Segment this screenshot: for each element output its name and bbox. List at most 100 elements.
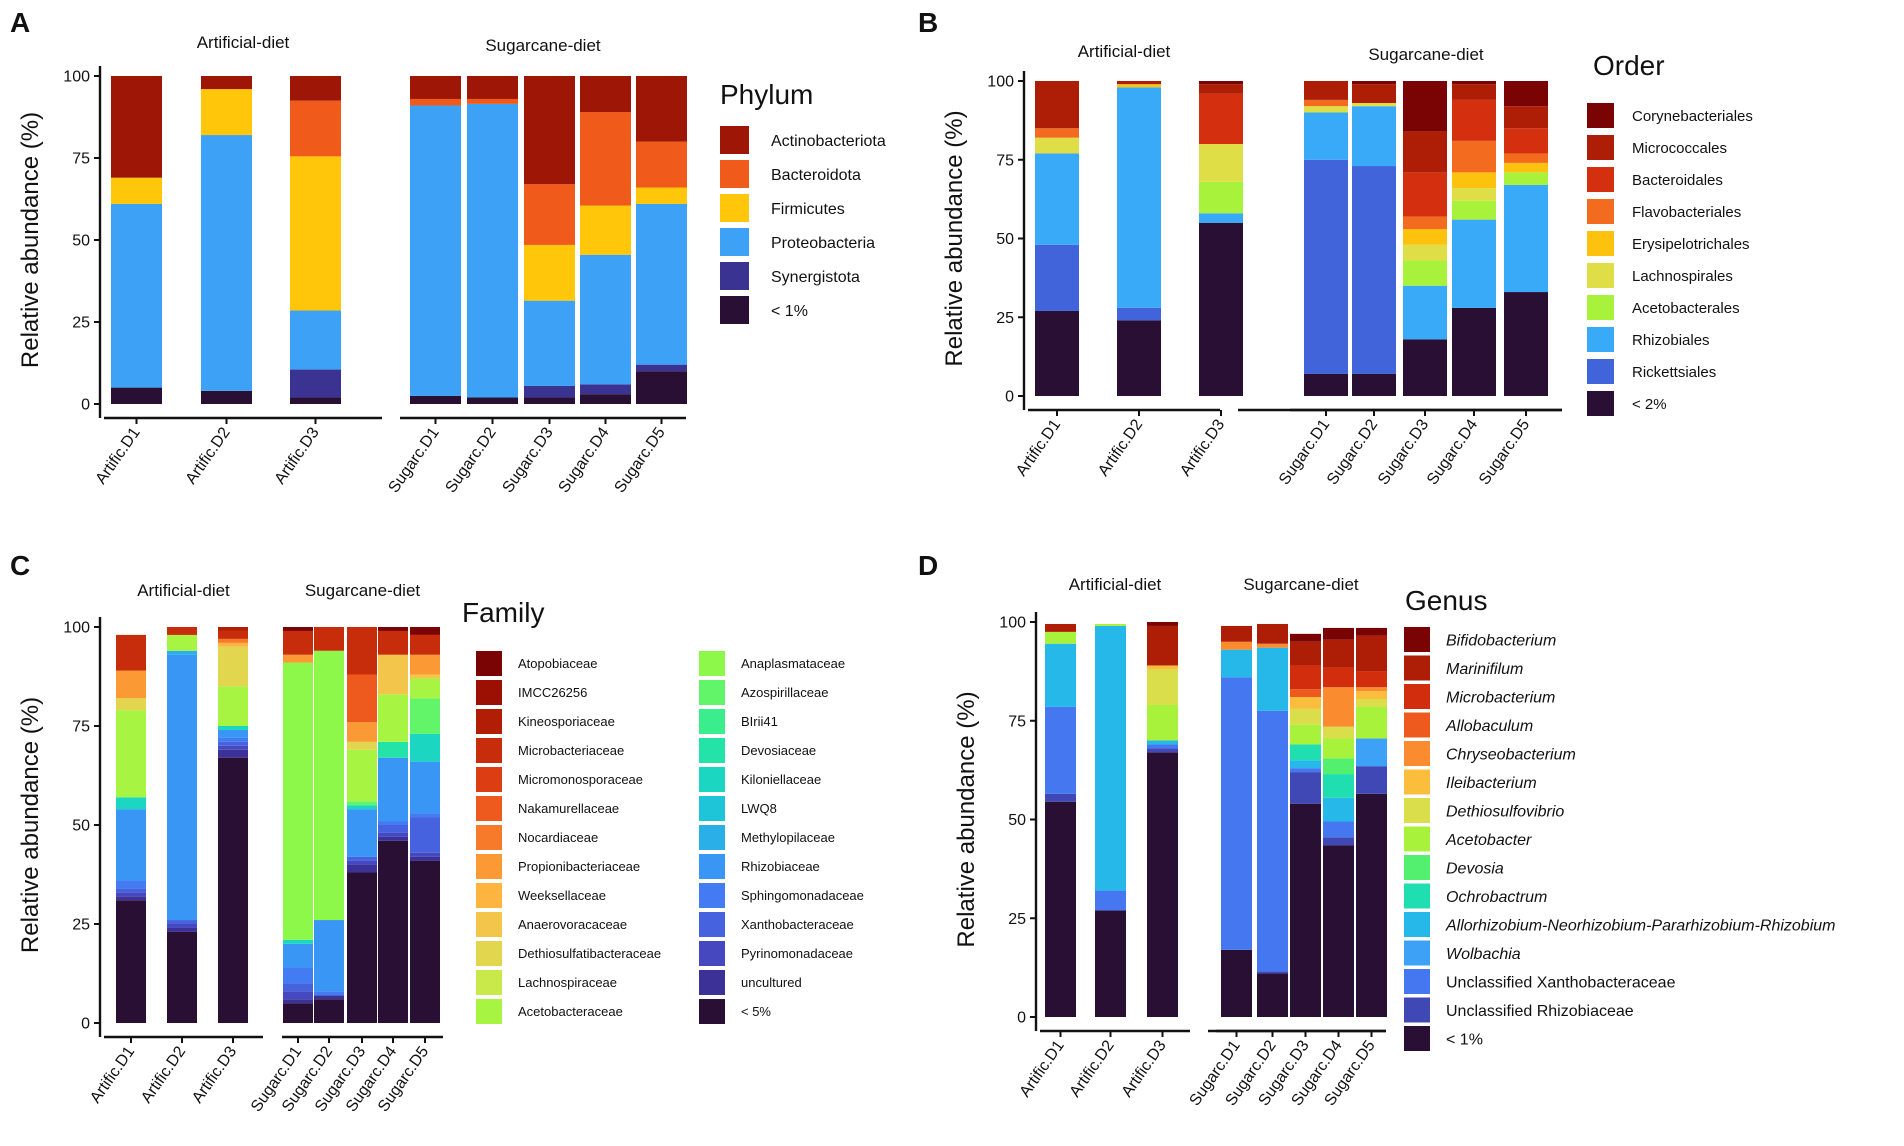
legend-swatch (720, 262, 749, 290)
legend-swatch (1404, 997, 1430, 1023)
bar-segment (636, 187, 687, 204)
x-tick-label: Sugarc.D4 (555, 424, 612, 496)
bar-segment (201, 135, 252, 391)
x-tick-label: Sugarc.D2 (442, 424, 499, 496)
bar-segment (283, 943, 313, 968)
bar-segment (1403, 244, 1447, 261)
x-tick-label: Sugarc.D4 (1424, 416, 1481, 488)
y-tick-label: 75 (996, 152, 1014, 169)
bar-segment (1095, 625, 1126, 891)
bar-segment (314, 627, 344, 651)
legend-label: Lachnospirales (1632, 268, 1733, 285)
bar-segment (1452, 140, 1496, 173)
group-title: Sugarcane-diet (305, 581, 421, 600)
bar-segment (410, 698, 440, 734)
bar-segment (1452, 307, 1496, 396)
legend-swatch (476, 651, 502, 676)
legend-swatch (699, 912, 725, 937)
legend-label: Anaplasmataceae (741, 656, 845, 671)
bar-segment (201, 76, 252, 90)
x-tick-label: Artific.D3 (1177, 416, 1228, 479)
legend-label: Acetobacteraceae (518, 1004, 623, 1019)
bar-segment (1304, 159, 1348, 374)
bar-segment (314, 650, 344, 921)
bar-segment (1352, 84, 1396, 104)
bar-segment (1199, 81, 1243, 85)
bar-segment (201, 89, 252, 136)
bar-segment (218, 749, 248, 758)
legend-swatch (476, 883, 502, 908)
bar-segment (1035, 128, 1079, 138)
legend-swatch (699, 796, 725, 821)
legend-swatch (1404, 940, 1430, 966)
bar-segment (1356, 766, 1387, 794)
legend-label: Devosiaceae (741, 743, 816, 758)
legend-swatch (699, 970, 725, 995)
bar-segment (1117, 87, 1161, 308)
y-tick-label: 100 (987, 74, 1014, 91)
legend-label: Corynebacteriales (1632, 108, 1753, 125)
bar-segment (347, 674, 377, 723)
legend-swatch (699, 999, 725, 1024)
bar-segment (1045, 631, 1076, 644)
legend-swatch (1404, 883, 1430, 909)
bar-segment (1452, 81, 1496, 85)
bar-segment (314, 995, 344, 1000)
legend-label: Proteobacteria (771, 235, 875, 252)
legend-label: Flavobacteriales (1632, 204, 1741, 221)
y-tick-label: 50 (996, 231, 1014, 248)
legend-swatch (1404, 798, 1430, 823)
bar-segment (1290, 772, 1321, 804)
bar-segment (1352, 103, 1396, 107)
bar-segment (1290, 708, 1321, 725)
bar-segment (636, 76, 687, 142)
bar-segment (1045, 706, 1076, 794)
bar-segment (167, 924, 197, 928)
x-tick-label: Artific.D2 (1095, 416, 1146, 479)
bar-segment (1304, 106, 1348, 113)
y-tick-label: 25 (72, 917, 90, 934)
legend-swatch (476, 854, 502, 879)
bar-segment (1221, 641, 1252, 650)
legend-label: Allobaculum (1445, 718, 1533, 735)
legend-swatch (1404, 627, 1430, 652)
legend-swatch (699, 883, 725, 908)
legend-label: Kineosporiaceae (518, 714, 615, 729)
bar-segment (1257, 971, 1288, 974)
legend-swatch (476, 796, 502, 821)
bar-segment (378, 840, 408, 1023)
legend-swatch (1404, 1026, 1430, 1051)
bar-segment (410, 627, 440, 635)
bar-segment (410, 105, 461, 396)
bar-segment (283, 1003, 313, 1023)
legend-label: Bacteroidales (1632, 172, 1723, 189)
y-axis-label: Relative abundance (%) (941, 110, 968, 366)
bar-segment (1035, 310, 1079, 396)
bar-segment (167, 634, 197, 651)
bar-segment (1221, 649, 1252, 678)
legend-label: Azospirillaceae (741, 685, 828, 700)
bar-segment (218, 741, 248, 746)
bar-segment (1257, 643, 1288, 648)
legend-swatch (476, 825, 502, 850)
bar-segment (410, 678, 440, 699)
y-tick-label: 0 (81, 397, 90, 414)
bar-segment (1356, 627, 1387, 636)
bar-segment (1504, 172, 1548, 185)
bar-segment (283, 627, 313, 631)
bar-segment (1147, 669, 1178, 705)
bar-segment (1403, 260, 1447, 286)
bar-segment (1035, 81, 1079, 129)
bar-segment (1199, 181, 1243, 214)
y-axis-label: Relative abundance (%) (17, 697, 44, 953)
x-tick-label: Artific.D3 (189, 1043, 240, 1106)
bar-segment (116, 710, 146, 798)
bar-segment (1095, 890, 1126, 911)
legend-swatch (1587, 103, 1614, 128)
x-tick-label: Artific.D1 (87, 1043, 138, 1106)
bar-segment (636, 203, 687, 365)
bar-segment (1504, 162, 1548, 173)
bar-segment (378, 836, 408, 841)
bar-segment (111, 387, 162, 404)
bar-segment (1147, 748, 1178, 753)
